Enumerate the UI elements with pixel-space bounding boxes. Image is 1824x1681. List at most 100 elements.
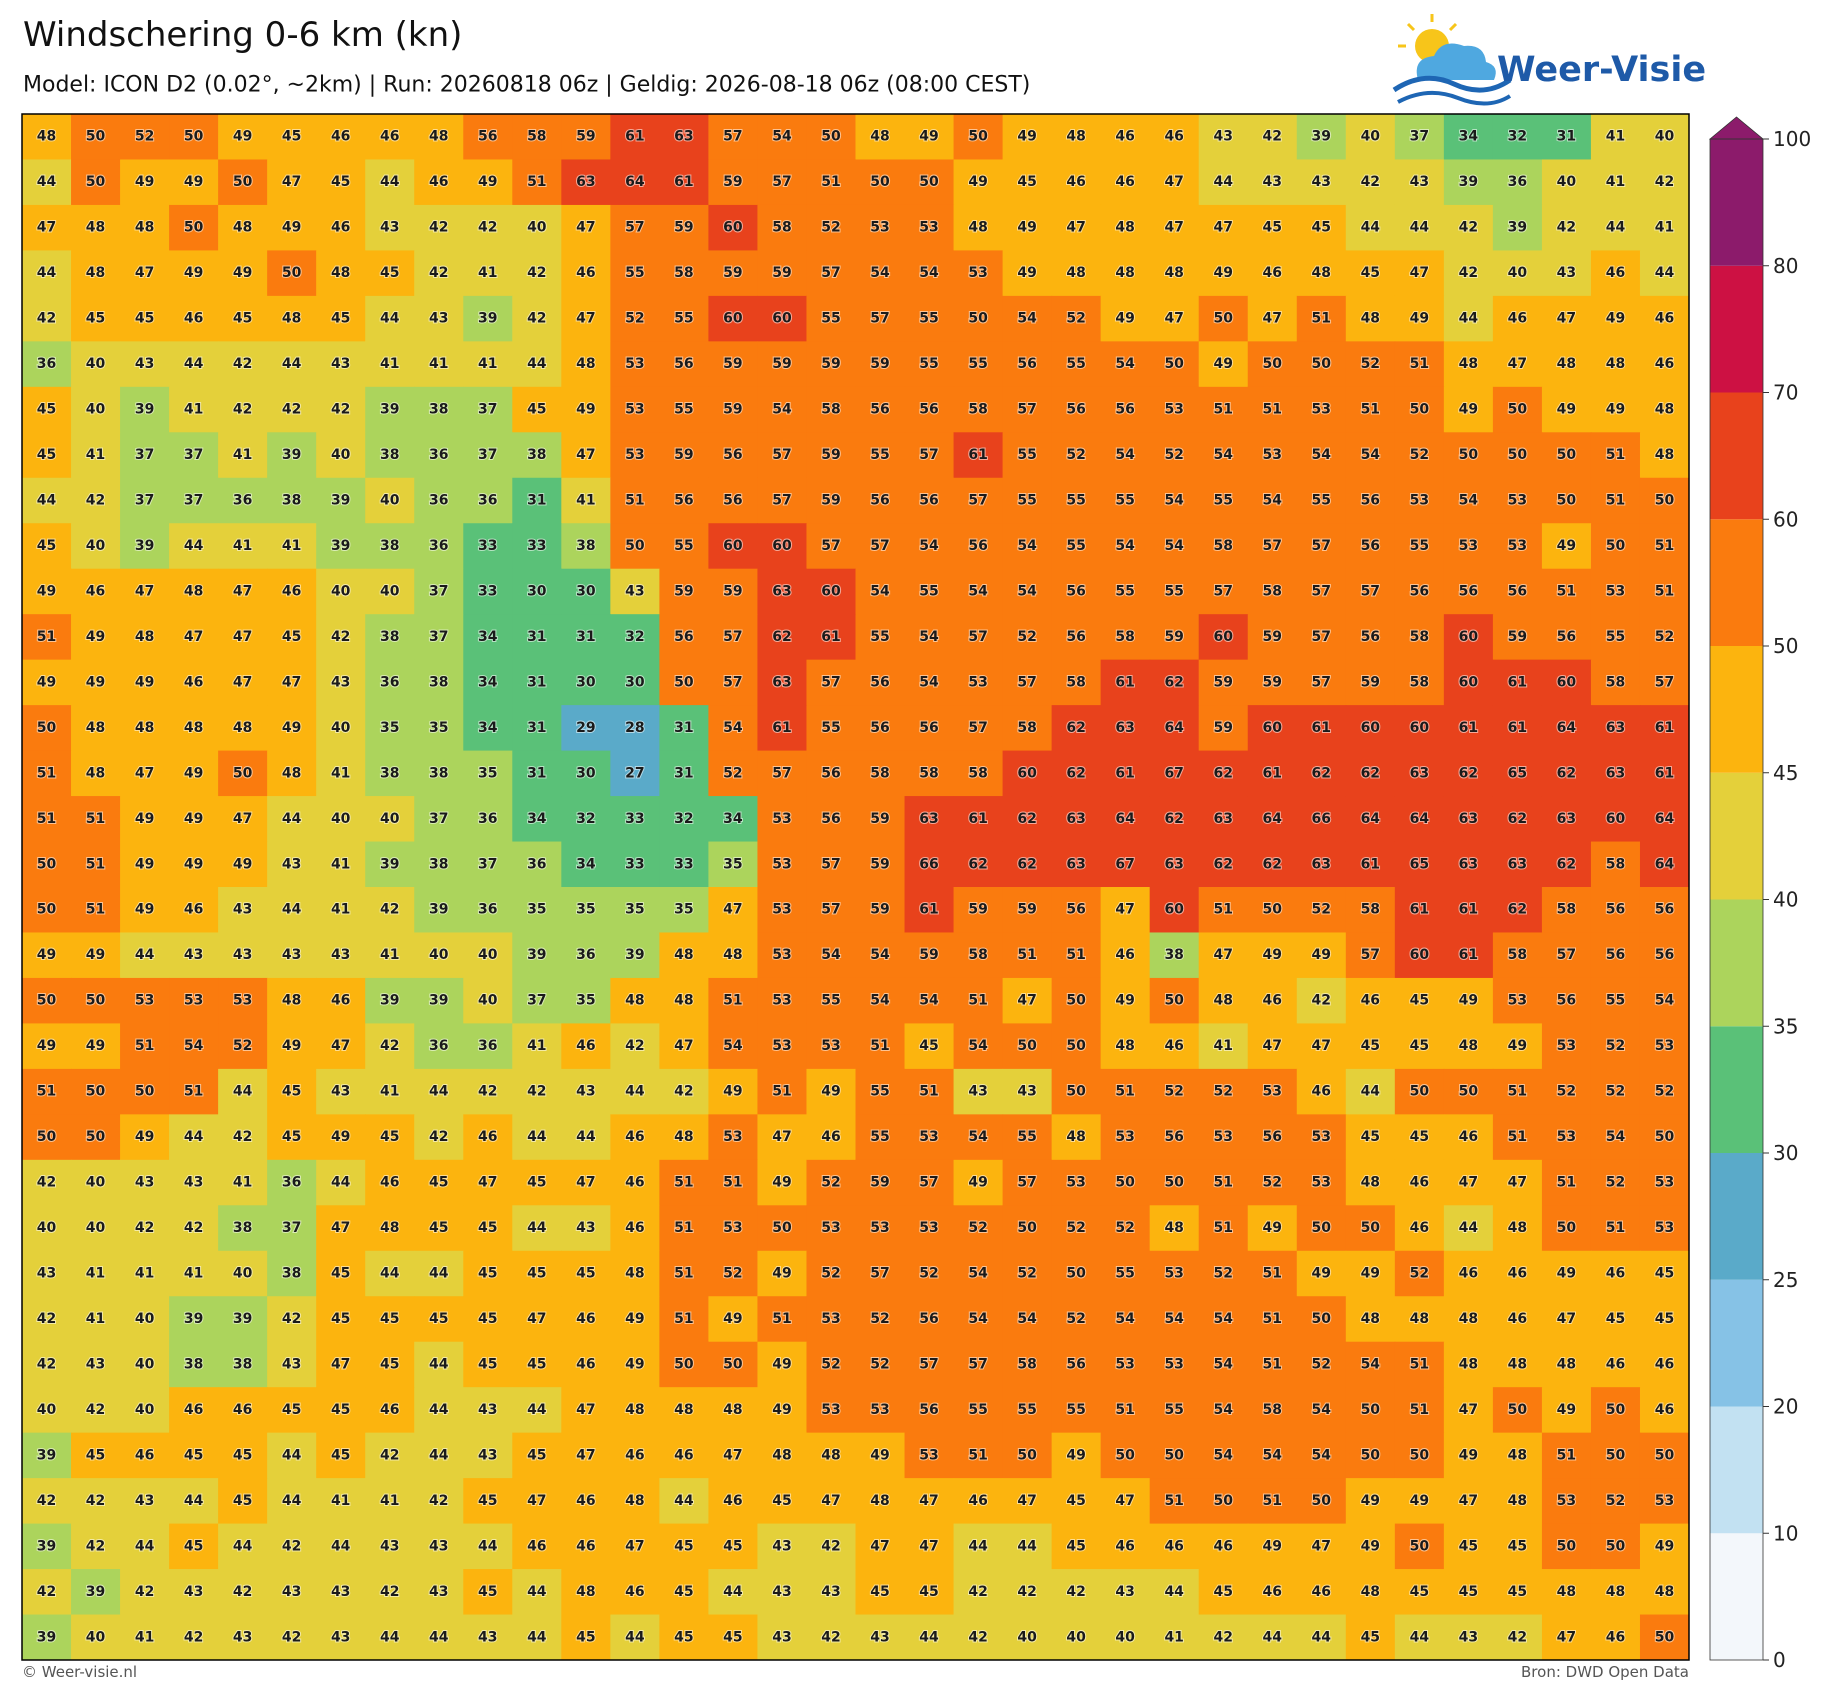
cell-value: 49 [233,129,252,145]
map-cell [1002,159,1053,206]
cell-value: 50 [919,174,939,190]
cell-value: 50 [1606,1447,1626,1463]
cell-value: 48 [233,720,252,736]
map-cell [218,750,268,797]
cell-value: 30 [576,674,596,690]
map-cell [1590,750,1641,797]
map-cell [1590,477,1641,524]
cell-value: 55 [1312,493,1331,509]
cell-value: 49 [1361,1266,1380,1282]
cell-value: 55 [968,356,987,372]
cell-value: 61 [919,902,938,918]
cell-value: 43 [380,220,399,236]
cell-value: 49 [184,765,203,781]
map-cell [561,386,611,433]
map-cell [1002,614,1053,661]
cell-value: 45 [478,1266,497,1282]
cell-value: 62 [1557,765,1576,781]
cell-value: 48 [625,1402,644,1418]
map-cell [1590,386,1641,433]
cell-value: 42 [674,1084,693,1100]
map-cell [1443,159,1494,206]
cell-value: 49 [1410,311,1429,327]
map-cell [365,386,415,433]
cell-value: 48 [1606,1584,1625,1600]
map-cell [610,614,660,661]
map-cell [953,750,1004,797]
cell-value: 44 [968,1538,988,1554]
map-cell [1149,477,1200,524]
colorbar-tick-label: 45 [1773,761,1798,785]
cell-value: 56 [1066,902,1085,918]
cell-value: 55 [1017,1402,1036,1418]
map-cell [806,568,856,615]
cell-value: 55 [1066,1402,1085,1418]
cell-value: 43 [1017,1084,1036,1100]
cell-value: 40 [380,811,400,827]
map-cell [1443,295,1494,342]
cell-value: 48 [1115,265,1134,281]
cell-value: 37 [429,811,448,827]
map-cell [1345,295,1396,342]
map-cell [22,204,72,251]
cell-value: 55 [919,311,938,327]
cell-value: 39 [527,947,546,963]
map-cell [365,341,415,388]
cell-value: 47 [576,1402,595,1418]
map-cell [1296,659,1347,706]
cell-value: 34 [576,856,596,872]
map-cell [1198,341,1249,388]
cell-value: 54 [1115,447,1135,463]
map-cell [1492,114,1543,160]
map-cell [659,614,709,661]
cell-value: 50 [1263,356,1283,372]
cell-value: 48 [723,1402,742,1418]
map-cell [1590,705,1641,752]
map-cell [1002,523,1053,570]
map-cell [1198,204,1249,251]
cell-value: 46 [331,129,350,145]
cell-value: 46 [625,1584,644,1600]
cell-value: 58 [1606,856,1625,872]
cell-value: 60 [723,538,743,554]
cell-value: 36 [380,674,399,690]
map-cell [1394,659,1445,706]
cell-value: 43 [282,1584,301,1600]
map-cell [1394,341,1445,388]
map-cell [218,159,268,206]
cell-value: 43 [968,1084,987,1100]
cell-value: 39 [1508,220,1527,236]
cell-value: 59 [1017,902,1036,918]
cell-value: 54 [1115,538,1135,554]
cell-value: 45 [527,1266,546,1282]
cell-value: 46 [1115,1538,1134,1554]
cell-value: 50 [1655,493,1675,509]
cell-value: 50 [870,174,890,190]
map-cell [414,705,464,752]
cell-value: 37 [135,493,154,509]
cell-value: 45 [478,1584,497,1600]
map-cell [1002,250,1053,297]
map-cell [1198,523,1249,570]
cell-value: 50 [1066,1266,1086,1282]
map-cell [512,659,562,706]
map-cell [1051,523,1102,570]
cell-value: 40 [86,1220,106,1236]
map-cell [757,386,807,433]
cell-value: 56 [919,1311,938,1327]
cell-value: 49 [37,1038,56,1054]
cell-value: 39 [380,993,399,1009]
cell-value: 54 [919,629,939,645]
cell-value: 49 [821,1084,840,1100]
cell-value: 45 [331,174,350,190]
map-cell [267,705,317,752]
cell-value: 42 [821,1629,840,1645]
cell-value: 46 [1655,311,1674,327]
map-cell [1492,204,1543,251]
map-cell [1492,523,1543,570]
cell-value: 43 [576,1220,595,1236]
map-cell [1541,477,1592,524]
cell-value: 49 [576,402,595,418]
cell-value: 49 [282,220,301,236]
cell-value: 50 [968,311,988,327]
